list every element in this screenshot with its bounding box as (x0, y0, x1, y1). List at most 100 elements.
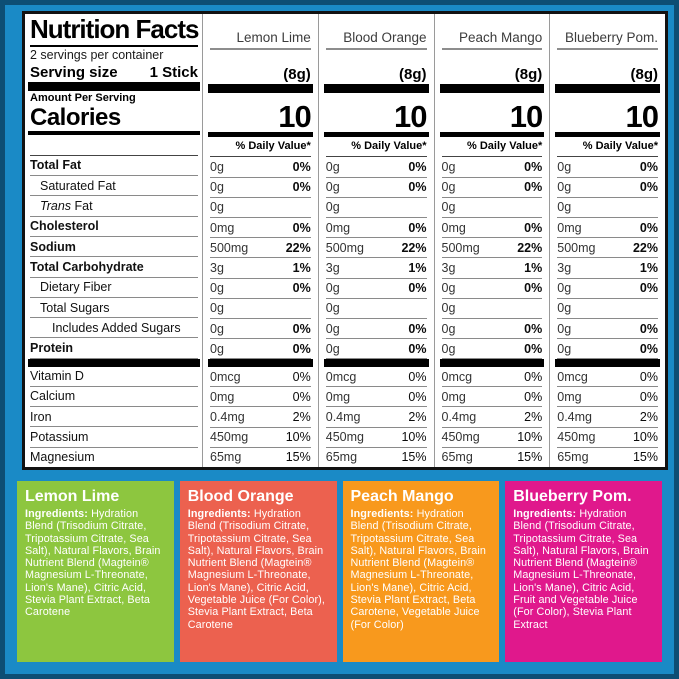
label-column: Nutrition Facts 2 servings per container… (25, 14, 202, 467)
separator-bar-thick (28, 82, 200, 91)
nutrient-label: Trans Fat (40, 198, 93, 213)
separator-bar-medium (208, 132, 313, 138)
nutrient-value-row: 0g (557, 299, 658, 319)
nutrient-value-row: 0g 0% (441, 319, 543, 340)
separator-bar-thick (555, 84, 660, 93)
separator-bar-thick (555, 359, 660, 368)
micro-value-row: 65mg 15% (557, 450, 658, 465)
ingredient-boxes: Lemon Lime Ingredients: Hydration Blend … (17, 481, 662, 662)
nutrient-label-row: Sodium (30, 237, 198, 258)
nutrient-value-row: 500mg 22% (557, 238, 658, 259)
nutrient-value-row: 0mg 0% (325, 218, 427, 239)
nutrient-value-row: 0g 0% (441, 339, 543, 360)
nutrient-label: Iron (30, 409, 52, 424)
separator-bar-thick (439, 359, 545, 368)
micro-value-row: 0mg 0% (441, 387, 543, 408)
separator-bar-medium (439, 132, 545, 138)
ingredients-text: Ingredients: Hydration Blend (Trisodium … (351, 508, 492, 631)
ingredients-label: Ingredients: (350, 508, 414, 520)
nutrient-value-row: 0g 0% (557, 279, 658, 299)
ingredients-list: Hydration Blend (Trisodium Citrate, Trip… (350, 508, 487, 631)
daily-value-header: % Daily Value* (210, 137, 311, 158)
amount-per-serving-label: Amount Per Serving (30, 91, 136, 104)
flavor-name: Peach Mango (350, 488, 454, 505)
ingredient-box: Blood Orange Ingredients: Hydration Blen… (179, 481, 337, 662)
micro-value-row: 0.4mg 2% (325, 407, 427, 428)
nutrient-value-row: 0g 0% (210, 339, 311, 360)
nutrient-value-row: 3g 1% (557, 258, 658, 279)
micro-value-row: 0mcg 0% (325, 367, 427, 388)
flavor-column: Blood Orange (8g) 10 % Daily Value* 0g 0%… (317, 14, 434, 467)
nutrient-value-row: 0g 0% (557, 157, 658, 178)
ingredient-box: Lemon Lime Ingredients: Hydration Blend … (17, 481, 174, 662)
nutrient-label-row: Cholesterol (30, 217, 198, 237)
serving-size-row: Serving size 1 Stick (30, 63, 198, 82)
nutrient-label: Sodium (30, 239, 76, 254)
nutrient-label: Includes Added Sugars (52, 320, 181, 335)
nutrient-label-row: Trans Fat (30, 196, 198, 217)
separator-bar-thick (323, 84, 429, 93)
daily-value-header: % Daily Value* (325, 137, 427, 158)
nutrient-label: Protein (30, 341, 74, 356)
nutrient-label-row: Dietary Fiber (30, 278, 198, 298)
nutrient-label: Total Sugars (40, 300, 110, 315)
calories-value-block: 10 (442, 93, 543, 132)
nutrient-value-row: 3g 1% (325, 258, 427, 279)
nutrient-value-row: 0g 0% (557, 319, 658, 340)
nutrient-value-row: 0g (325, 198, 427, 218)
nutrient-label-row: Total Fat (30, 156, 198, 176)
nutrient-value-row: 0g 0% (325, 157, 427, 178)
nutrient-value-row: 500mg 22% (441, 238, 543, 259)
calories-value: 10 (625, 99, 659, 135)
flavor-header: Lemon Lime (210, 14, 311, 50)
flavor-columns: Lemon Lime (8g) 10 % Daily Value* 0g 0% 0… (202, 14, 665, 467)
nutrition-facts-panel: Nutrition Facts 2 servings per container… (22, 11, 668, 470)
flavor-header: Blueberry Pom. (557, 14, 658, 50)
nutrient-value-row: 0g 0% (210, 157, 311, 178)
serving-size-label: Serving size (30, 63, 118, 81)
nutrient-value-row: 0g 0% (210, 319, 311, 340)
calories-value-block: 10 (210, 93, 311, 132)
micro-value-row: 0mcg 0% (441, 367, 543, 388)
ingredients-text: Ingredients: Hydration Blend (Trisodium … (513, 508, 654, 631)
serving-weight: (8g) (514, 66, 543, 84)
nutrient-value-row: 3g 1% (210, 258, 311, 279)
micro-value-row: 0mg 0% (210, 387, 311, 408)
ingredient-box: Peach Mango Ingredients: Hydration Blend… (342, 481, 500, 662)
nutrient-label: Total Fat (30, 158, 82, 173)
micro-value-row: 0.4mg 2% (557, 407, 658, 428)
nutrient-value-row: 500mg 22% (325, 238, 427, 259)
nutrient-label: Dietary Fiber (40, 280, 112, 295)
micro-value-row: 0.4mg 2% (441, 407, 543, 428)
nutrient-label: Calcium (30, 389, 76, 404)
micro-value-row: 0mg 0% (557, 387, 658, 408)
calories-value-block: 10 (557, 93, 659, 135)
serving-size-value: 1 Stick (149, 63, 198, 81)
ingredient-box: Blueberry Pom. Ingredients: Hydration Bl… (505, 481, 662, 662)
micro-value-row: 0mcg 0% (557, 367, 658, 388)
micro-value-row: 450mg 10% (210, 428, 311, 448)
nutrient-value-row: 0g (557, 198, 658, 218)
nutrient-value-row: 0mg 0% (441, 218, 543, 239)
nutrient-value-row: 0g 0% (325, 319, 427, 340)
ingredients-list: Hydration Blend (Trisodium Citrate, Trip… (187, 508, 325, 631)
ingredients-label: Ingredients: (25, 508, 88, 520)
daily-value-header: % Daily Value* (441, 137, 543, 158)
spacer (442, 50, 543, 65)
nutrient-value-row: 0g (441, 198, 543, 218)
nutrient-label: Saturated Fat (40, 178, 116, 193)
nutrient-value-row: 0g (441, 299, 543, 319)
flavor-name: Blueberry Pom. (513, 488, 632, 505)
nutrient-value-row: 0g 0% (441, 178, 543, 198)
micro-value-row: 0mcg 0% (210, 367, 311, 388)
nutrient-value-row: 0g 0% (441, 157, 543, 178)
nutrient-value-row: 500mg 22% (210, 238, 311, 259)
micro-value-row: 450mg 10% (557, 428, 658, 448)
daily-value-header: % Daily Value* (557, 137, 658, 158)
daily-value-header-spacer (30, 135, 198, 156)
separator-bar-medium (323, 132, 429, 138)
nutrient-value-row: 0g 0% (210, 178, 311, 198)
calories-label-block: Amount Per Serving Calories (30, 91, 198, 131)
nutrient-label-row: Total Carbohydrate (30, 257, 198, 278)
